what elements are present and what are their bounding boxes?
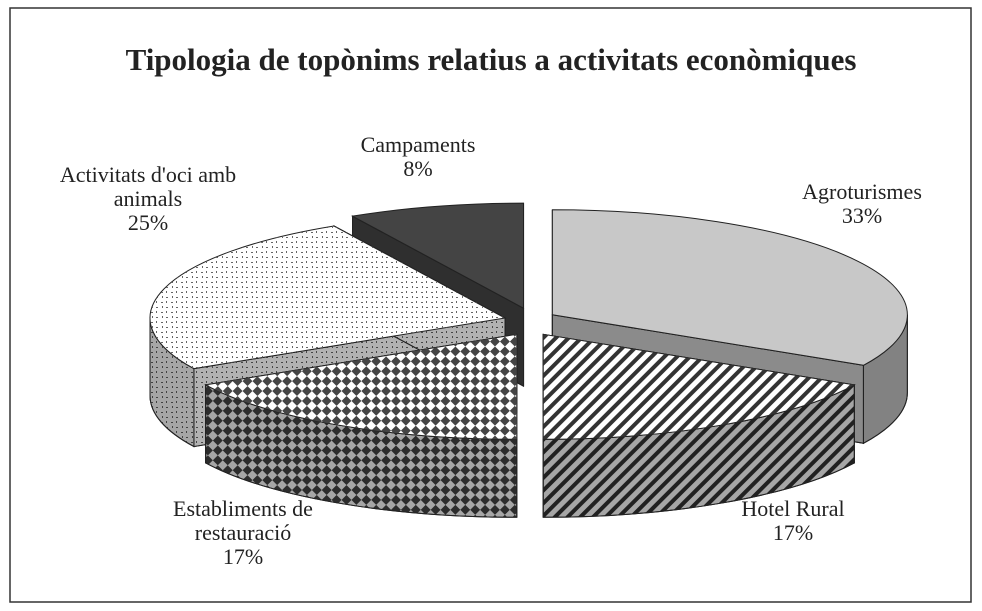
category-label: Establiments de restauració xyxy=(173,496,313,545)
slice-pattern xyxy=(205,334,517,440)
frame xyxy=(9,7,972,603)
slice-label: Campaments 8% xyxy=(318,133,518,181)
slice-pattern xyxy=(150,318,194,447)
slice xyxy=(551,209,908,366)
slice xyxy=(350,202,525,309)
value-label: 33% xyxy=(841,203,883,228)
category-label: Campaments xyxy=(360,132,476,157)
value-label: 17% xyxy=(222,544,264,569)
category-label: Activitats d'oci amb animals xyxy=(59,162,237,211)
category-label: Agroturismes xyxy=(802,179,922,204)
chart-title: Tipologia de topònims relatius a activit… xyxy=(125,42,857,77)
slice-label: Establiments de restauració 17% xyxy=(148,497,338,569)
category-label: Hotel Rural xyxy=(741,496,845,521)
slice-label: Hotel Rural 17% xyxy=(693,497,893,545)
value-label: 17% xyxy=(772,520,814,545)
value-label: 25% xyxy=(127,210,169,235)
slice-pattern xyxy=(205,384,517,518)
slice-pattern xyxy=(150,225,506,369)
slice-pattern xyxy=(543,334,855,440)
value-label: 8% xyxy=(403,156,433,181)
slice-label: Agroturismes 33% xyxy=(762,180,962,228)
slice-pattern xyxy=(543,384,855,518)
slice-label: Activitats d'oci amb animals 25% xyxy=(33,163,263,235)
